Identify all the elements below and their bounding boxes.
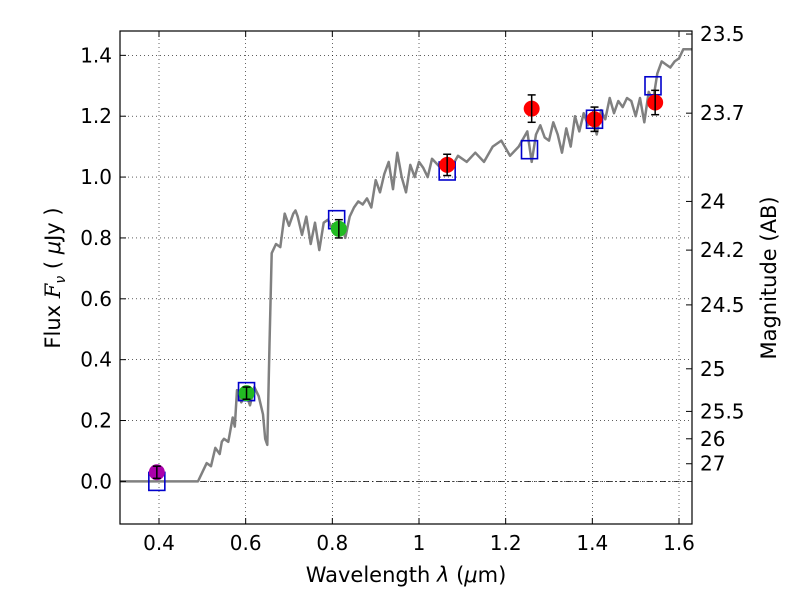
x-tick-label: 1 <box>413 531 426 555</box>
right-tick-label: 23.5 <box>700 22 745 46</box>
x-tick-label: 0.4 <box>143 531 175 555</box>
right-tick-label: 24 <box>700 189 725 213</box>
x-tick-label: 1.4 <box>576 531 608 555</box>
model-photometry-square <box>520 139 539 160</box>
right-tick-label: 24.2 <box>700 238 745 262</box>
right-tick-label: 25 <box>700 357 725 381</box>
x-tick-label: 0.6 <box>230 531 262 555</box>
y-tick-label: 0.2 <box>80 409 112 433</box>
y-tick-label: 0.4 <box>80 348 112 372</box>
plot-frame <box>119 30 693 525</box>
right-tick-label: 27 <box>700 452 725 476</box>
model-spectrum-line <box>120 48 692 483</box>
grid-lines <box>120 31 692 524</box>
y-tick-label: 1.4 <box>80 43 112 67</box>
right-tick-label: 23.7 <box>700 101 745 125</box>
x-axis-label: Wavelength λ (μm) <box>306 563 507 587</box>
data-markers <box>148 75 664 492</box>
y-tick-label: 0.8 <box>80 226 112 250</box>
y-tick-label: 0.0 <box>80 469 112 493</box>
y-axis-label-right: Magnitude (AB) <box>757 196 781 359</box>
x-tick-label: 1.6 <box>663 531 695 555</box>
y-tick-label: 0.6 <box>80 287 112 311</box>
right-tick-label: 24.5 <box>700 293 745 317</box>
y-tick-label: 1.2 <box>80 104 112 128</box>
model-photometry-square <box>644 75 662 96</box>
y-tick-label: 1.0 <box>80 165 112 189</box>
axis-ticks: 0.4 0.6 0.8 1 1.2 1.4 1.6 0.0 0.2 0.4 0.6 0.8 1.0 1.2… <box>80 22 744 555</box>
right-tick-label: 25.5 <box>700 399 745 423</box>
y-axis-label: Flux Fν ( μJy ) <box>41 207 69 348</box>
right-tick-label: 26 <box>700 427 725 451</box>
x-tick-label: 1.2 <box>490 531 522 555</box>
x-tick-label: 0.8 <box>316 531 348 555</box>
